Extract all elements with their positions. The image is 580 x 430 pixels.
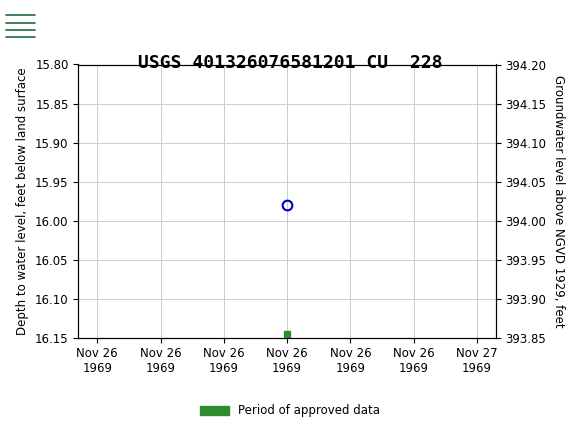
Y-axis label: Groundwater level above NGVD 1929, feet: Groundwater level above NGVD 1929, feet — [552, 75, 565, 327]
Text: USGS 401326076581201 CU  228: USGS 401326076581201 CU 228 — [138, 54, 442, 72]
FancyBboxPatch shape — [5, 7, 37, 40]
Y-axis label: Depth to water level, feet below land surface: Depth to water level, feet below land su… — [16, 67, 30, 335]
Text: USGS: USGS — [44, 14, 103, 33]
Legend: Period of approved data: Period of approved data — [195, 399, 385, 422]
